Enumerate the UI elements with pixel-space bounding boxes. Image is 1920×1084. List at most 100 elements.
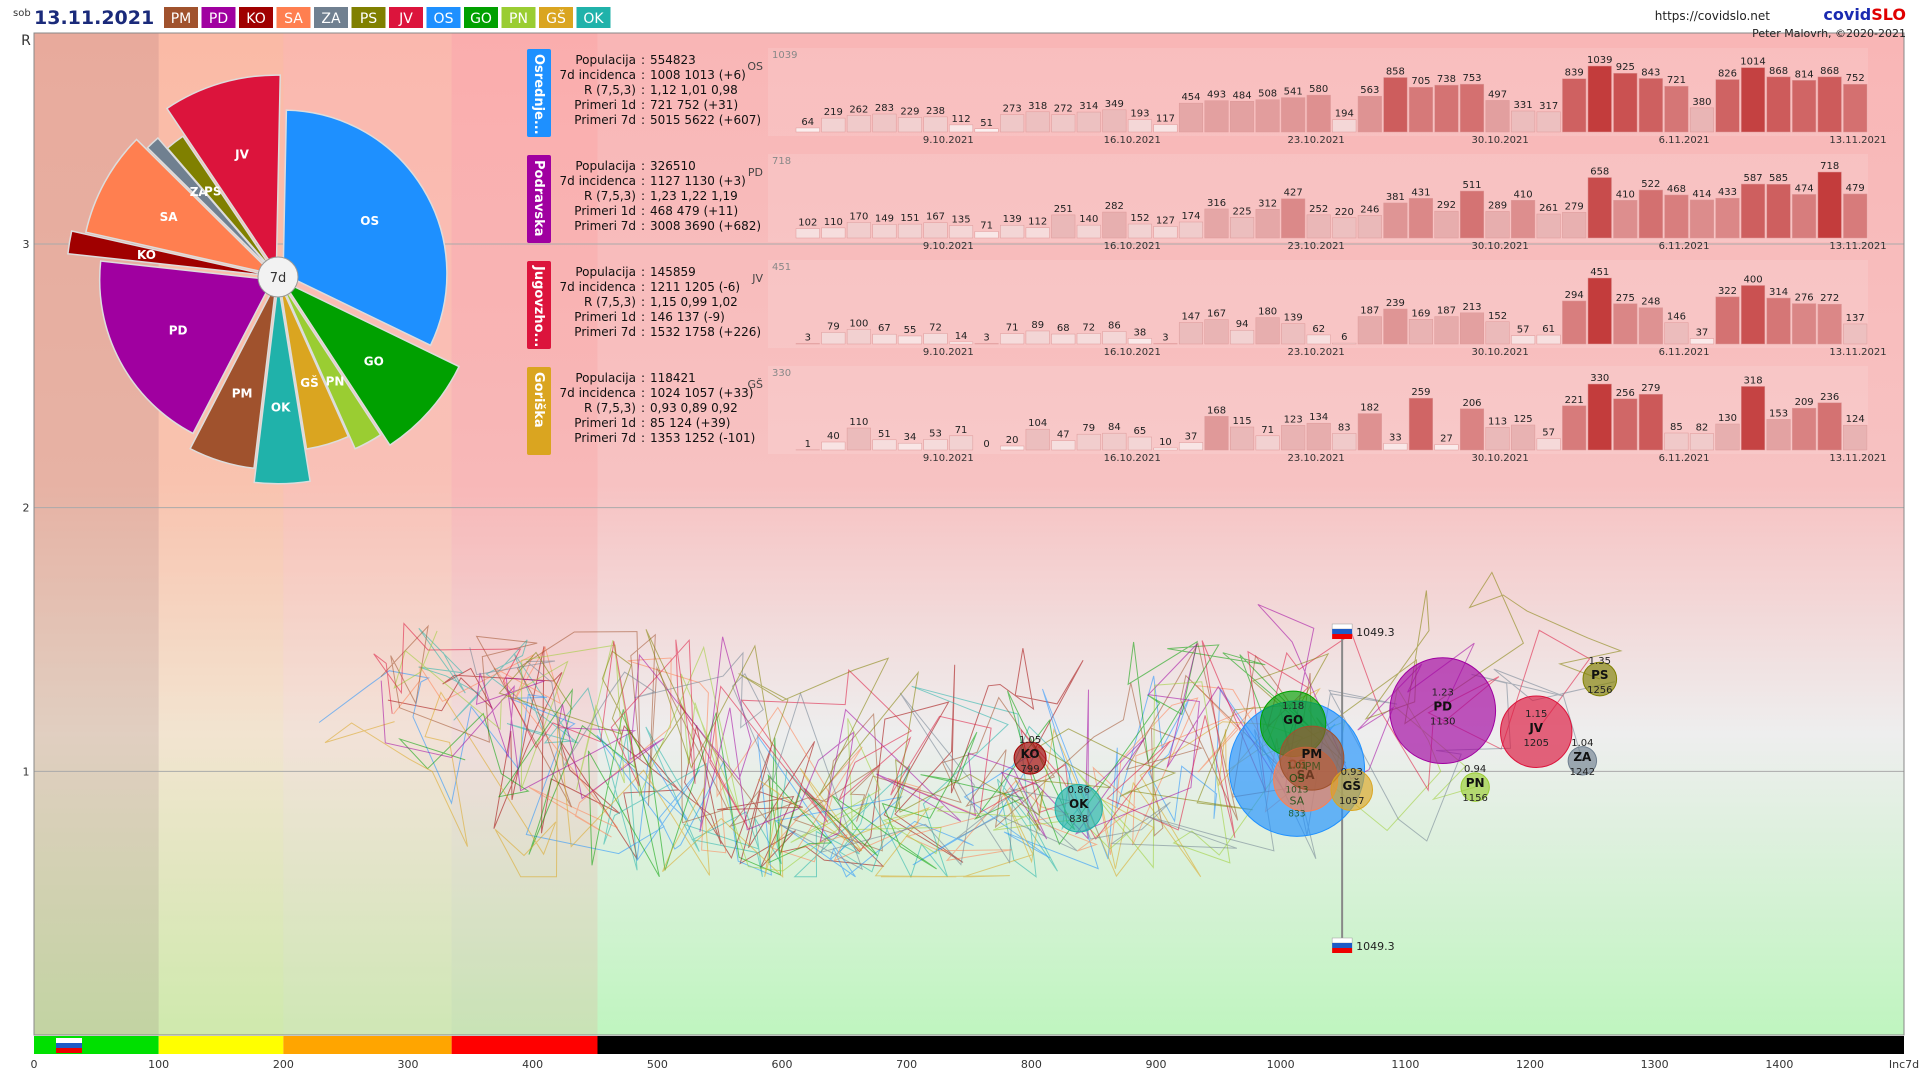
bubble-r-value: 1.05 [1019, 735, 1041, 746]
bar [1128, 338, 1152, 344]
bar-value-label: 112 [1028, 217, 1047, 228]
bar [1843, 425, 1867, 450]
bar [1409, 87, 1433, 132]
bar-value-label: 100 [849, 318, 868, 329]
legend-code: OK [583, 11, 604, 27]
bar-value-label: 479 [1846, 183, 1865, 194]
bar-value-label: 6 [1341, 332, 1347, 343]
stat-label: Primeri 7d [574, 113, 636, 127]
stat-value: 1353 1252 (-101) [650, 431, 755, 445]
legend-code: PM [171, 11, 192, 27]
stat-colon: : [641, 371, 645, 385]
bar-value-label: 112 [952, 114, 971, 125]
bar-value-label: 139 [1284, 313, 1303, 324]
date-tick: 13.11.2021 [1829, 135, 1886, 146]
overlap-label: SA [1290, 794, 1305, 807]
bar [949, 125, 973, 132]
bubble-r-value: 1.23 [1432, 688, 1454, 699]
bar-value-label: 187 [1437, 306, 1456, 317]
bar [1665, 195, 1689, 238]
bar-value-label: 104 [1028, 418, 1047, 429]
flag-stripe-red [1332, 948, 1352, 953]
date-tick: 6.11.2021 [1659, 135, 1710, 146]
bar-value-label: 3 [805, 333, 811, 344]
bar [1026, 429, 1050, 450]
date-tick: 30.10.2021 [1471, 135, 1528, 146]
bar-value-label: 858 [1386, 66, 1405, 77]
bar-value-label: 272 [1054, 104, 1073, 115]
bar-value-label: 115 [1233, 416, 1252, 427]
bar [1358, 317, 1382, 344]
flag-stripe-blue [1332, 943, 1352, 948]
bar [975, 129, 999, 132]
bar-value-label: 318 [1743, 375, 1762, 386]
flag-stripe-white [56, 1038, 82, 1043]
bar-value-label: 839 [1565, 68, 1584, 79]
bar-value-label: 318 [1028, 101, 1047, 112]
bubble-r-value: 0.93 [1341, 767, 1363, 778]
bar-value-label: 10 [1159, 437, 1172, 448]
bar [1205, 320, 1229, 344]
x-tick-label: 1100 [1391, 1058, 1419, 1071]
legend-PN: PN [502, 7, 536, 28]
x-tick-label: 400 [522, 1058, 543, 1071]
bar-value-label: 85 [1670, 422, 1683, 433]
stat-label: Primeri 1d [574, 416, 636, 430]
bar [1026, 331, 1050, 344]
bar-value-label: 493 [1207, 90, 1226, 101]
bar-value-label: 113 [1488, 416, 1507, 427]
bar [822, 228, 846, 238]
bar [1792, 80, 1816, 132]
bar-value-label: 925 [1616, 62, 1635, 73]
stat-colon: : [641, 68, 645, 82]
bar [873, 334, 897, 344]
bar [1767, 298, 1791, 344]
x-tick-label: 800 [1021, 1058, 1042, 1071]
stat-label: 7d incidenca [560, 68, 637, 82]
stat-label: Primeri 1d [574, 310, 636, 324]
bar-value-label: 252 [1309, 204, 1328, 215]
overlap-label: 833 [1288, 809, 1305, 819]
bar-value-label: 151 [900, 213, 919, 224]
x-tick-label: 0 [31, 1058, 38, 1071]
bubble-incidence: 1242 [1570, 767, 1595, 778]
stat-value: 145859 [650, 265, 696, 279]
stat-colon: : [641, 159, 645, 173]
legend-PS: PS [352, 7, 386, 28]
bar-value-label: 753 [1462, 73, 1481, 84]
legend-code: PS [360, 11, 377, 27]
bar [1281, 98, 1305, 132]
bar [1179, 103, 1203, 132]
stat-label: Populacija [575, 265, 636, 279]
x-tick-label: 100 [148, 1058, 169, 1071]
stat-label: Primeri 7d [574, 325, 636, 339]
bar-value-label: 292 [1437, 200, 1456, 211]
date-title: 13.11.2021 [34, 7, 154, 29]
bubble-code: KO [1021, 747, 1040, 761]
bar-value-label: 522 [1641, 179, 1660, 190]
date-tick: 16.10.2021 [1104, 347, 1161, 358]
bar-value-label: 400 [1743, 274, 1762, 285]
flag-stripe-blue [1332, 629, 1352, 634]
bar-value-label: 275 [1616, 293, 1635, 304]
bar [1741, 285, 1765, 344]
stat-value: 118421 [650, 371, 696, 385]
bar [949, 342, 973, 344]
bar-value-label: 79 [1082, 423, 1095, 434]
bar-chart-code: JV [751, 272, 763, 285]
stat-label: Populacija [575, 159, 636, 173]
bar [1256, 100, 1280, 132]
bar-value-label: 259 [1411, 387, 1430, 398]
bar-value-label: 110 [824, 217, 843, 228]
bubble-incidence: 1256 [1587, 685, 1612, 696]
bar-value-label: 814 [1795, 69, 1814, 80]
bubble-code: GŠ [1342, 778, 1361, 793]
bar [1588, 384, 1612, 450]
stat-colon: : [641, 325, 645, 339]
pie-slice-label: PN [326, 374, 345, 388]
bar-chart-max: 718 [772, 156, 791, 167]
stat-label: Primeri 1d [574, 204, 636, 218]
bar-value-label: 322 [1718, 286, 1737, 297]
bar-value-label: 209 [1795, 397, 1814, 408]
bar-value-label: 40 [827, 431, 840, 442]
